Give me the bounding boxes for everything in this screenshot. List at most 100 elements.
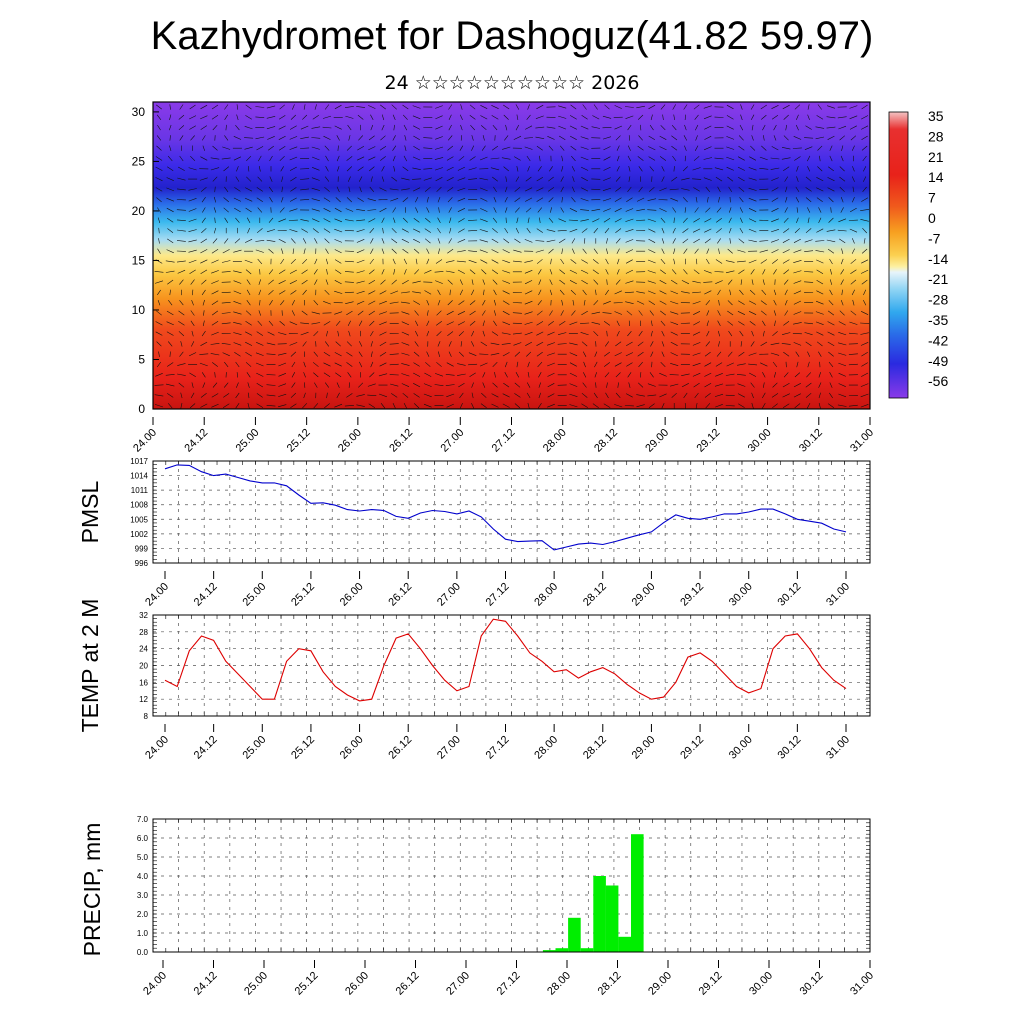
x-tick-label: 24.00 [131,427,159,455]
x-tick-label: 27.00 [435,734,463,762]
x-tick-label: 28.12 [592,427,620,455]
x-tick-label: 31.00 [824,581,852,609]
x-tick-label: 24.00 [141,970,169,998]
colorbar-label: 7 [928,190,936,206]
x-tick-label: 28.00 [532,734,560,762]
y-tick-label: 3.0 [137,891,149,900]
x-tick-label: 30.00 [727,581,755,609]
y-tick-label: 996 [135,559,149,568]
series-line [164,464,847,551]
x-tick-label: 24.12 [192,581,220,609]
x-tick-label: 25.00 [240,581,268,609]
colorbar-label: 0 [928,210,936,226]
x-tick-label: 28.12 [581,734,609,762]
y-tick-label: 1014 [130,472,148,481]
y-axis-label: PMSL [77,480,103,543]
colorbar-label: -7 [928,230,941,246]
x-tick-label: 26.12 [387,427,415,455]
x-tick-label: 24.12 [192,734,220,762]
x-tick-label: 29.00 [646,970,674,998]
plot-border [152,818,871,953]
colorbar-label: -49 [928,353,948,369]
wind-vectors [154,104,870,409]
x-tick-label: 30.00 [727,734,755,762]
y-tick-label: 4.0 [137,872,149,881]
x-tick-label: 30.12 [776,581,804,609]
pmsl-panel: 996 999 1002 1005 1008 1011 1014 1017 PMSL 24.00 2… [77,457,871,609]
x-tick-label: 28.00 [545,970,573,998]
y-tick-label: 20 [132,204,146,218]
x-tick-label: 28.12 [581,581,609,609]
y-tick-label: 1002 [130,530,148,539]
precip-bar [631,834,644,952]
x-tick-label: 26.00 [338,581,366,609]
x-tick-label: 28.12 [596,970,624,998]
y-tick-label: 28 [139,628,148,637]
x-tick-label: 27.00 [435,581,463,609]
colorbar-label: -28 [928,292,948,308]
y-tick-label: 1005 [130,515,148,524]
y-tick-label: 8 [144,712,149,721]
cross-section-panel: 0 5 10 15 20 25 30 24.00 24.12 25.00 25.12 26.00 26.… [131,101,876,455]
x-tick-label: 25.00 [240,734,268,762]
grid [153,460,870,564]
precip-bar [568,917,581,952]
x-tick-label: 31.00 [848,970,876,998]
x-tick-label: 30.12 [798,970,826,998]
x-tick-label: 24.00 [143,734,171,762]
x-tick-label: 25.00 [242,970,270,998]
y-tick-label: 0 [138,402,145,416]
colorbar-label: 14 [928,169,944,185]
x-tick-label: 31.00 [824,734,852,762]
x-tick-label: 25.12 [289,734,317,762]
series-line [164,618,847,702]
colorbar: 35 28 21 14 7 0 -7 -14 -21 -28 -35 -42 -49 -56 [888,108,948,399]
plot-border [152,460,871,564]
precip-bar [542,950,556,952]
colorbar-label: -35 [928,312,948,328]
y-tick-label: 20 [139,662,148,671]
x-tick-label: 24.12 [192,970,220,998]
plot-border [152,614,871,717]
y-tick-label: 5 [138,352,145,366]
y-tick-label: 1011 [131,486,149,495]
x-tick-label: 26.12 [386,581,414,609]
x-tick-label: 25.12 [285,427,313,455]
x-tick-label: 30.12 [797,427,825,455]
x-tick-label: 27.12 [484,734,512,762]
x-tick-label: 26.12 [386,734,414,762]
y-axis-label: TEMP at 2 M [77,599,103,733]
colorbar-label: -42 [928,332,948,348]
precip-bar [593,876,606,952]
precip-bar [555,948,569,952]
grid [153,818,870,953]
x-tick-label: 27.00 [444,970,472,998]
colorbar-label: 35 [928,108,944,124]
colorbar-label: -21 [928,271,948,287]
x-tick-label: 31.00 [848,427,876,455]
x-tick-label: 29.12 [678,581,706,609]
x-tick-label: 24.00 [143,581,171,609]
temperature-field [153,102,870,409]
x-tick-label: 30.00 [747,970,775,998]
x-tick-label: 30.00 [746,427,774,455]
y-tick-label: 999 [135,544,149,553]
colorbar-label: 21 [928,149,944,165]
x-tick-label: 26.00 [343,970,371,998]
y-tick-label: 30 [132,105,146,119]
x-tick-label: 25.00 [234,427,262,455]
x-tick-label: 29.00 [630,734,658,762]
x-tick-label: 27.00 [438,427,466,455]
y-tick-label: 0.0 [137,948,149,957]
precip-bar [618,936,631,952]
precip-bar [605,885,619,952]
colorbar-label: 28 [928,128,944,144]
x-tick-label: 29.12 [678,734,706,762]
x-tick-label: 29.00 [630,581,658,609]
colorbar-label: -14 [928,251,948,267]
x-tick-label: 26.00 [336,427,364,455]
x-tick-label: 28.00 [532,581,560,609]
x-tick-label: 29.12 [697,970,725,998]
x-tick-label: 26.00 [338,734,366,762]
